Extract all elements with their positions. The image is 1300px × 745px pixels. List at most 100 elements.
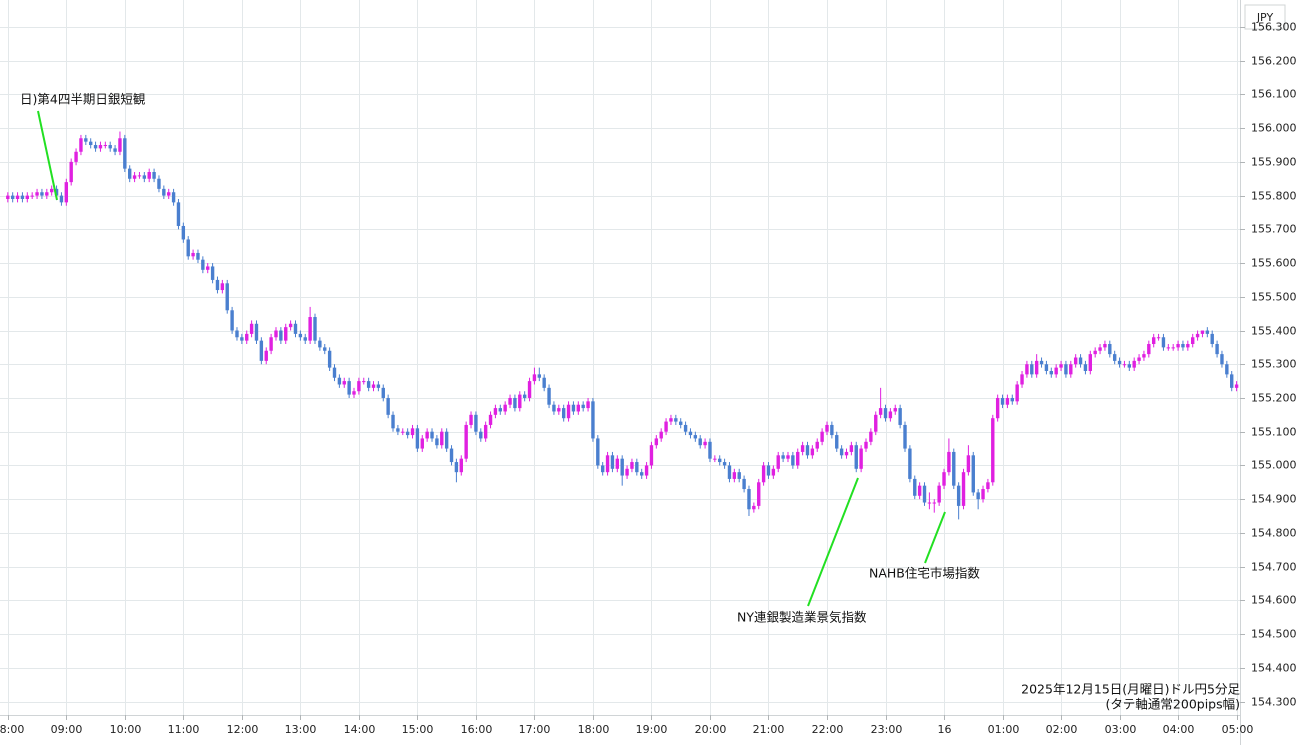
candle-body — [757, 482, 761, 506]
candle-body — [635, 462, 639, 473]
x-tick-label: 23:00 — [871, 723, 903, 736]
y-tick-label: 154.300 — [1251, 696, 1297, 709]
candle-body — [1132, 360, 1136, 368]
x-tick-label: 19:00 — [636, 723, 668, 736]
candle-body — [820, 431, 824, 442]
candle-body — [830, 424, 834, 436]
candle-body — [576, 404, 581, 412]
candles — [6, 131, 1239, 520]
candle-body — [1127, 364, 1132, 368]
candle-body — [1054, 367, 1058, 375]
candle-body — [1122, 364, 1127, 366]
candle-body — [947, 451, 951, 473]
candle-body — [932, 502, 936, 504]
candle-body — [128, 168, 132, 179]
x-tick-label: 21:00 — [753, 723, 785, 736]
candle-body — [908, 448, 912, 479]
candle-body — [196, 252, 200, 260]
candle-body — [557, 408, 561, 412]
candle-body — [274, 330, 278, 338]
candle-body — [981, 489, 985, 500]
candle-body — [776, 455, 780, 469]
candle-body — [722, 462, 727, 466]
candle-body — [1069, 364, 1073, 375]
candle-body — [995, 397, 1000, 419]
candle-body — [479, 431, 483, 439]
candle-body — [10, 195, 15, 199]
candle-body — [1059, 364, 1063, 368]
candle-body — [337, 377, 342, 385]
candle-body — [366, 381, 371, 388]
candle-body — [464, 424, 468, 459]
candle-body — [449, 448, 454, 463]
candle-body — [30, 195, 34, 197]
candle-body — [347, 381, 351, 395]
currency-label: JPY — [1256, 11, 1274, 24]
candle-body — [688, 431, 693, 436]
candle-body — [230, 310, 234, 331]
candle-body — [371, 384, 376, 388]
x-tick-label: 02:00 — [1046, 723, 1078, 736]
candle-body — [781, 455, 785, 459]
candle-body — [474, 414, 478, 432]
candle-body — [796, 451, 800, 466]
candle-body — [152, 172, 156, 179]
x-tick-label: 10:00 — [110, 723, 142, 736]
candle-body — [527, 381, 532, 398]
candle-body — [1103, 344, 1107, 348]
candle-body — [786, 455, 790, 459]
candle-body — [59, 195, 64, 203]
candle-body — [249, 323, 254, 334]
x-tick-label: 22:00 — [812, 723, 844, 736]
candle-body — [435, 438, 439, 446]
candle-body — [64, 182, 69, 203]
candle-body — [805, 445, 810, 456]
candle-body — [844, 451, 849, 456]
x-tick-label: 11:00 — [168, 723, 200, 736]
candle-body — [898, 408, 902, 425]
candle-body — [1225, 364, 1229, 375]
candle-body — [883, 408, 888, 419]
candle-body — [1205, 330, 1210, 334]
candle-body — [298, 333, 303, 338]
chart-note: 2025年12月15日(月曜日)ドル円5分足 — [1021, 682, 1240, 697]
candle-body — [113, 148, 117, 152]
candle-body — [727, 465, 732, 479]
candle-body — [600, 465, 605, 473]
candle-body — [54, 188, 59, 196]
candle-body — [1117, 360, 1122, 365]
x-tick-label: 13:00 — [285, 723, 317, 736]
candle-body — [440, 431, 444, 446]
candle-body — [732, 472, 737, 479]
candle-body — [376, 384, 381, 388]
candle-body — [1137, 357, 1141, 361]
candle-body — [591, 401, 595, 439]
candle-body — [888, 411, 893, 419]
candle-body — [1044, 364, 1049, 371]
candle-body — [1034, 360, 1039, 375]
candle-body — [737, 472, 741, 479]
y-tick-label: 155.500 — [1251, 291, 1297, 304]
candle-body — [854, 445, 858, 469]
candle-body — [664, 421, 668, 432]
candle-body — [752, 505, 756, 510]
candle-body — [952, 451, 956, 486]
candle-body — [498, 408, 502, 412]
candle-body — [425, 431, 429, 439]
candle-body — [1073, 357, 1078, 365]
candle-body — [1030, 364, 1034, 375]
y-tick-label: 156.300 — [1251, 21, 1297, 34]
candle-body — [1049, 370, 1053, 375]
y-tick-label: 155.200 — [1251, 392, 1297, 405]
candle-body — [357, 381, 361, 392]
x-tick-label: 18:00 — [578, 723, 610, 736]
annotation-line — [924, 511, 946, 564]
candle-body — [742, 478, 746, 490]
candle-body — [532, 374, 537, 382]
candle-body — [88, 141, 93, 146]
y-tick-label: 155.300 — [1251, 358, 1297, 371]
candle-body — [405, 431, 410, 436]
candle-body — [937, 485, 941, 503]
